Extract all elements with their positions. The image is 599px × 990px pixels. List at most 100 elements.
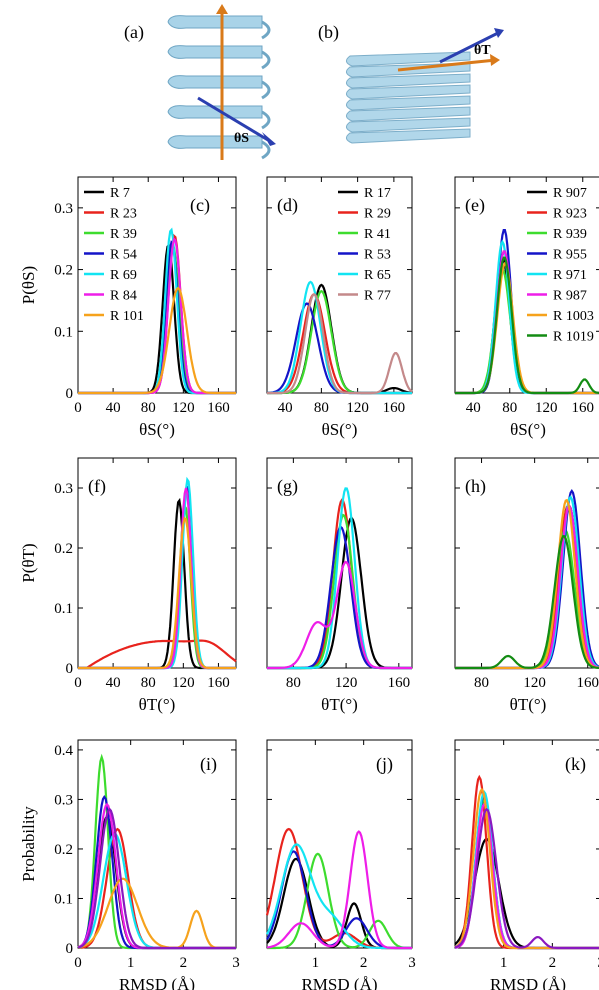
x-tick-label: 80 <box>141 400 156 416</box>
x-tick-label: 80 <box>141 675 156 691</box>
x-axis-label: θT(°) <box>139 695 176 714</box>
blue-arrow-head <box>262 132 276 146</box>
legend-label: R 971 <box>553 268 587 283</box>
x-tick-label: 120 <box>172 675 195 691</box>
series-line-cyan <box>78 476 236 670</box>
x-axis-label: θS(°) <box>139 420 175 439</box>
chart-panel-h: 80 120 160 (h) θT(°) <box>454 457 599 714</box>
panel-label: (d) <box>277 195 298 216</box>
panel-label: (c) <box>190 195 210 216</box>
series-line-magenta <box>77 802 236 950</box>
legend-label: R 1019 <box>553 330 594 345</box>
y-tick-label: 0 <box>66 386 74 402</box>
x-axis-label: θS(°) <box>322 420 358 439</box>
legend-label: R 41 <box>364 227 391 242</box>
x-axis-label: RMSD (Å) <box>119 975 195 990</box>
strand-loop <box>261 140 271 160</box>
legend-label: R 907 <box>553 186 587 201</box>
x-tick-label: 0 <box>74 955 82 971</box>
legend-label: R 69 <box>110 268 137 283</box>
chart-panel-e: 40 80 120 160 (e) R 907 R 923 R 939 R 955 R 971 R … <box>454 176 599 439</box>
series-line-orange <box>77 877 236 950</box>
plot-frame <box>266 457 413 669</box>
panel-b-illustration: (b) θT <box>318 22 504 144</box>
y-axis-label: Probability <box>19 806 38 882</box>
x-tick-label: 120 <box>346 400 369 416</box>
y-tick-label: 0.3 <box>54 201 73 217</box>
panel-label: (g) <box>277 476 298 497</box>
y-tick-label: 0.3 <box>54 481 73 497</box>
x-tick-label: 40 <box>106 675 121 691</box>
legend-label: R 84 <box>110 289 137 304</box>
panel-label: (i) <box>200 754 217 775</box>
series-line-orange <box>78 516 236 670</box>
chart-panel-j: 1 2 3 (j) RMSD (Å) <box>265 739 416 990</box>
legend-label: R 1003 <box>553 309 594 324</box>
x-tick-label: 80 <box>286 675 301 691</box>
theta-s-label: θS <box>234 131 249 146</box>
beta-sheet-stack-a <box>167 15 271 160</box>
x-tick-label: 2 <box>360 955 368 971</box>
chart-panel-d: 40 80 120 160 (d) R 17 R 29 R 41 R 53 R 65 R 77 θS(… <box>266 176 413 439</box>
x-tick-label: 160 <box>576 675 599 691</box>
legend-label: R 77 <box>364 289 391 304</box>
x-tick-label: 120 <box>523 675 546 691</box>
x-tick-label: 160 <box>572 400 595 416</box>
series-line-r-1019 <box>455 256 599 395</box>
y-tick-label: 0 <box>66 941 74 957</box>
chart-panel-c: 0 40 80 120 160 0 0.1 0.2 0.3 (c) R 7 R 23 R 39 R 54 R… <box>19 176 237 439</box>
x-tick-label: 1 <box>127 955 135 971</box>
blue-arrow-head-b <box>494 28 504 38</box>
beta-strand <box>346 84 471 100</box>
beta-strand <box>346 106 471 122</box>
series-line-r-41 <box>267 289 412 395</box>
legend-label: R 7 <box>110 186 130 201</box>
strand-loop <box>261 20 271 40</box>
x-tick-label: 0 <box>74 675 82 691</box>
y-tick-label: 0.2 <box>54 263 73 279</box>
series-line-magenta <box>267 560 412 670</box>
x-tick-label: 0 <box>74 400 82 416</box>
beta-strand <box>346 73 471 89</box>
y-tick-label: 0.3 <box>54 792 73 808</box>
y-axis-label: P(θS) <box>19 266 38 304</box>
plot-frame <box>77 176 237 394</box>
orange-arrow-head-b <box>490 54 500 66</box>
legend-label: R 54 <box>110 248 137 263</box>
legend-label: R 923 <box>553 207 587 222</box>
series-line-purple <box>77 807 236 950</box>
x-tick-label: 40 <box>466 400 481 416</box>
x-tick-label: 80 <box>474 675 489 691</box>
x-tick-label: 160 <box>383 400 406 416</box>
y-tick-label: 0 <box>66 661 74 677</box>
series-line-red <box>78 639 237 670</box>
y-tick-label: 0.1 <box>54 601 73 617</box>
series-line-red <box>265 827 412 950</box>
y-tick-label: 0.1 <box>54 324 73 340</box>
orange-axis-arrow-b <box>397 58 497 72</box>
y-tick-label: 0.1 <box>54 891 73 907</box>
series-line-darkgreen <box>455 535 599 670</box>
legend-label: R 987 <box>553 289 587 304</box>
x-axis-label: θS(°) <box>510 420 546 439</box>
y-axis-label: P(θT) <box>19 543 38 582</box>
beta-strand <box>346 128 471 144</box>
series-line-r-101 <box>78 286 236 395</box>
beta-strand <box>167 75 263 89</box>
chart-panel-g: 80 120 160 (g) θT(°) <box>266 457 413 714</box>
y-tick-label: 0.2 <box>54 541 73 557</box>
legend-label: R 53 <box>364 248 391 263</box>
orange-arrow-head <box>216 4 228 14</box>
x-axis-label: RMSD (Å) <box>490 975 566 990</box>
chart-panel-k: 1 2 3 (k) RMSD (Å) <box>454 739 599 990</box>
strand-loop <box>261 80 271 100</box>
x-tick-label: 2 <box>549 955 557 971</box>
x-tick-label: 3 <box>597 955 599 971</box>
theta-t-label: θT <box>474 43 491 58</box>
beta-sheet-stack-b <box>346 51 471 144</box>
blue-vector-arrow <box>197 96 269 142</box>
x-axis-label: θT(°) <box>321 695 358 714</box>
beta-strand <box>167 15 263 29</box>
